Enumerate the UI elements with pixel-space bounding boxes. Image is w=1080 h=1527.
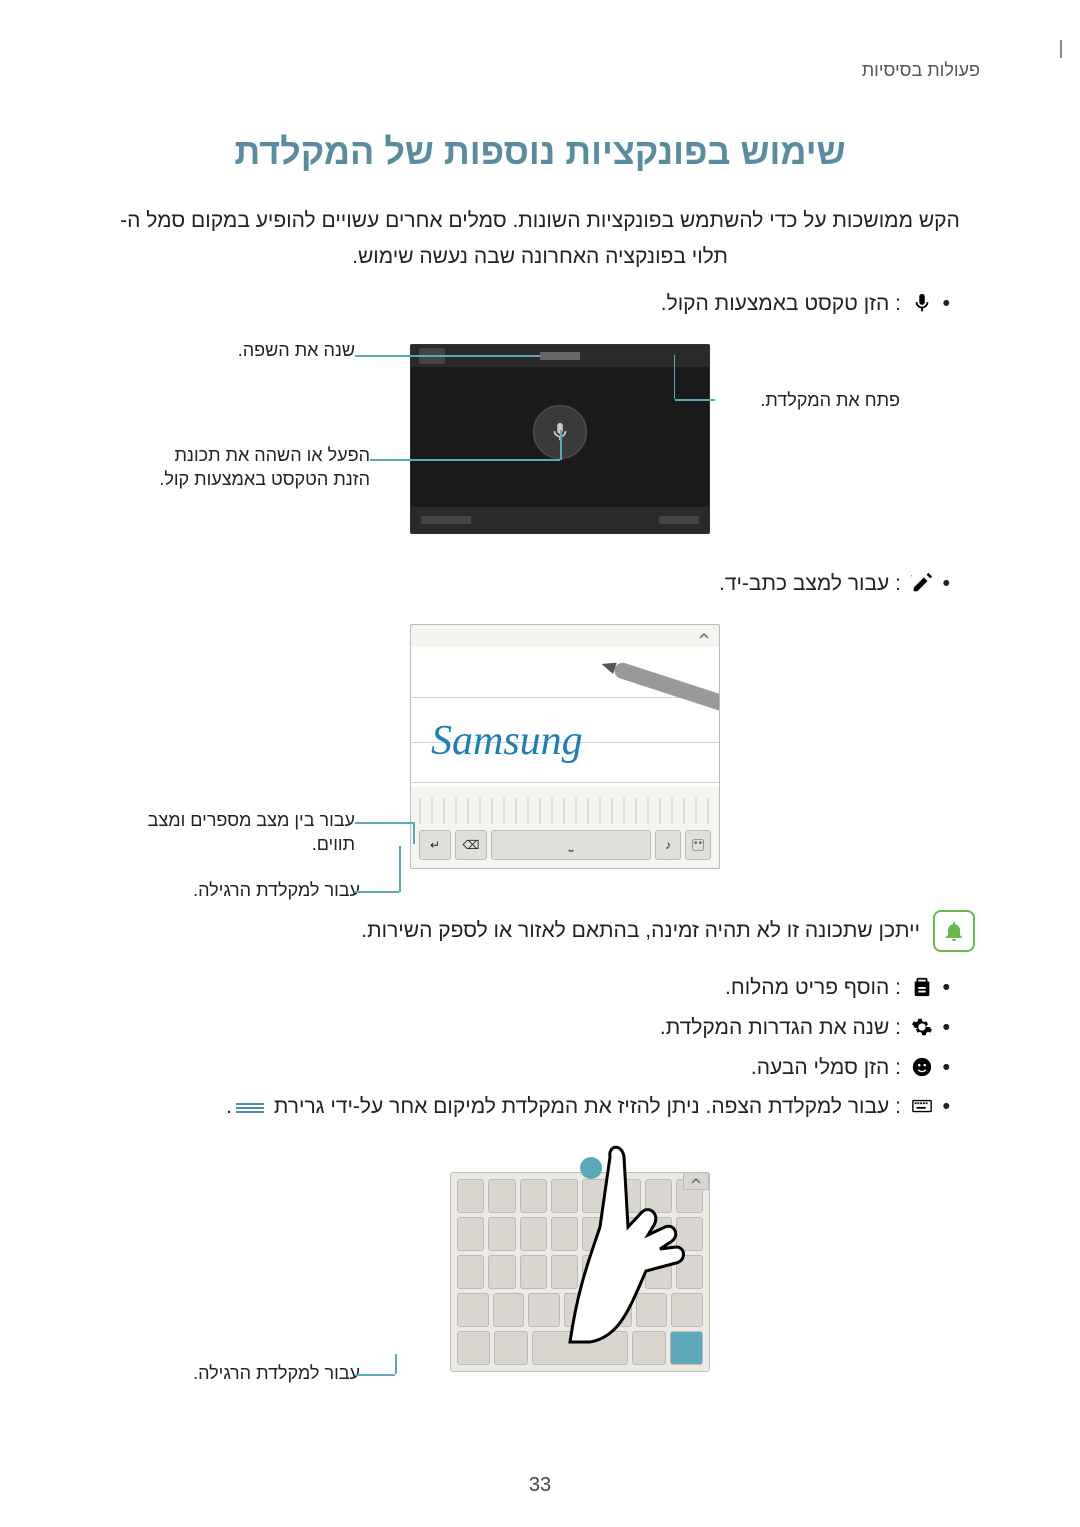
bullet-handwrite: • T : עבור למצב כתב-יד. <box>100 564 980 604</box>
lead-line <box>399 846 401 892</box>
handwriting-panel: Samsung ♪ ⎵ ⌫ ↵ <box>410 624 720 869</box>
bullet-settings-text: : שנה את הגדרות המקלדת. <box>660 1016 901 1039</box>
collapse-chevron-icon <box>695 629 713 643</box>
lead-line <box>395 1354 397 1374</box>
bullet-float: • : עבור למקלדת הצפה. ניתן להזיז את המקל… <box>100 1087 980 1127</box>
lead-line <box>355 1374 395 1376</box>
intro-text: הקש ממושכות על כדי להשתמש בפונקציות השונ… <box>120 209 960 268</box>
bullet-voice: • : הזן טקסט באמצעות הקול. <box>100 284 980 324</box>
return-to-normal-key <box>670 1331 703 1365</box>
bullet-float-text: : עבור למקלדת הצפה. ניתן להזיז את המקלדת… <box>274 1095 901 1118</box>
intro-paragraph: הקש ממושכות על כדי להשתמש בפונקציות השונ… <box>100 203 980 274</box>
callout-pause-voice: הפעל או השהה את תכונת הזנת הטקסט באמצעות… <box>150 444 370 491</box>
clipboard-icon <box>911 972 933 994</box>
bullet-handwrite-text: : עבור למצב כתב-יד. <box>719 572 901 595</box>
gear-icon <box>911 1012 933 1034</box>
bullet-clipboard: • : הוסף פריט מהלוח. <box>100 968 980 1008</box>
lead-line <box>355 891 399 893</box>
figure-floating-keyboard: עבור למקלדת הרגילה. <box>190 1147 890 1427</box>
prediction-row <box>419 798 711 824</box>
bullet-voice-text: : הזן טקסט באמצעות הקול. <box>661 292 901 315</box>
sym-key: ♪ <box>655 830 681 860</box>
note-bell-icon <box>933 910 975 952</box>
mode-key <box>685 830 711 860</box>
mic-icon <box>911 288 933 310</box>
handwrite-icon: T <box>911 568 933 590</box>
backspace-key: ⌫ <box>455 830 487 860</box>
header-breadcrumb: פעולות בסיסיות <box>100 60 980 81</box>
bullet-clipboard-text: : הוסף פריט מהלוח. <box>725 976 901 999</box>
drag-handle-icon <box>236 1101 264 1115</box>
bullet-emoji: • : הזן סמלי הבעה. <box>100 1048 980 1088</box>
enter-key: ↵ <box>419 830 451 860</box>
section-title: שימוש בפונקציות נוספות של המקלדת <box>100 131 980 173</box>
callout-change-language: שנה את השפה. <box>190 339 355 362</box>
note-text: ייתכן שתכונה זו לא תהיה זמינה, בהתאם לאז… <box>361 919 920 942</box>
bullet-settings: • : שנה את הגדרות המקלדת. <box>100 1008 980 1048</box>
figure-voice-input: שנה את השפה. פתח את המקלדת. הפעל או השהה… <box>190 344 890 544</box>
space-key: ⎵ <box>491 830 651 860</box>
language-indicator <box>540 352 580 360</box>
page-edge-mark <box>1060 40 1062 58</box>
callout-open-keyboard: פתח את המקלדת. <box>720 389 900 412</box>
bullet-emoji-text: : הזן סמלי הבעה. <box>751 1056 901 1079</box>
lead-line <box>355 822 413 824</box>
svg-text:T: T <box>911 574 912 584</box>
keyboard-icon <box>911 1091 933 1113</box>
bottom-key-row: ♪ ⎵ ⌫ ↵ <box>411 830 719 860</box>
lead-line <box>413 822 415 844</box>
lead-line <box>675 399 715 401</box>
availability-note: ייתכן שתכונה זו לא תהיה זמינה, בהתאם לאז… <box>160 914 920 948</box>
callout-switch-mode: עבור בין מצב מספרים ומצב תווים. <box>130 809 355 856</box>
callout-normal-kbd: עבור למקלדת הרגילה. <box>180 879 360 902</box>
lead-line <box>370 459 560 461</box>
emoji-icon <box>911 1052 933 1074</box>
drag-handle <box>683 1172 709 1190</box>
page-number: 33 <box>529 1474 551 1497</box>
callout-normal-kbd-2: עבור למקלדת הרגילה. <box>180 1362 360 1385</box>
lead-line <box>355 355 540 357</box>
lead-line <box>674 355 676 399</box>
floating-keyboard <box>450 1172 710 1372</box>
figure-handwriting: Samsung ♪ ⎵ ⌫ ↵ עבור בין מצב מספרים ומצב… <box>190 624 890 884</box>
handwriting-sample-text: Samsung <box>431 717 583 765</box>
lead-line <box>560 430 562 460</box>
